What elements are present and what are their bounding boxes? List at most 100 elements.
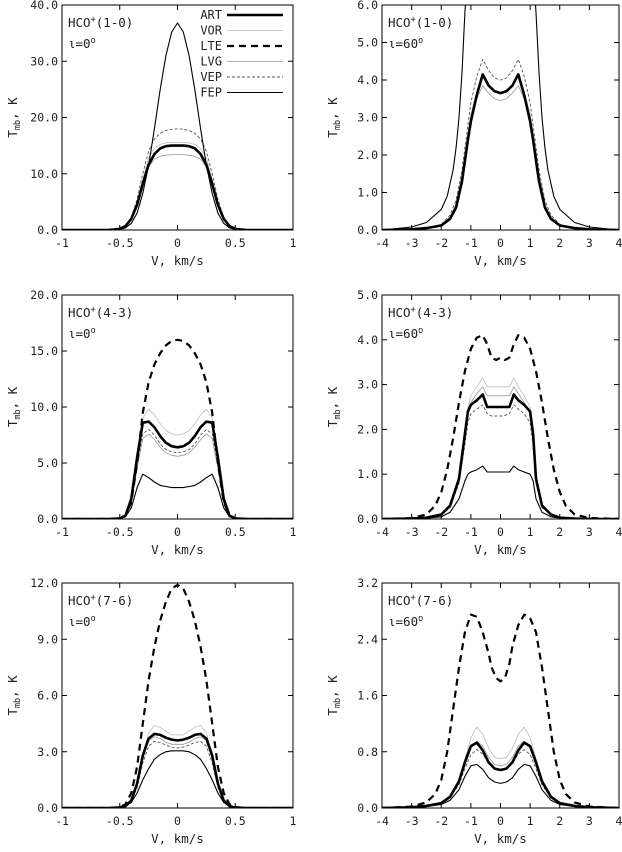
series-fep bbox=[62, 473, 293, 519]
series-vep bbox=[62, 128, 293, 230]
series-vor bbox=[382, 726, 619, 808]
series-lte bbox=[62, 583, 293, 808]
x-axis-label: V, km/s bbox=[474, 831, 527, 846]
inclination-annotation: ι=0o bbox=[68, 614, 96, 629]
y-tick-label: 4.0 bbox=[357, 73, 378, 87]
panel-6: -4 -3 -2 -1 0 1 2 3 4 0.0 0.8 1.6 2.4 3.2 V, km/s Tmb, … bbox=[325, 576, 622, 846]
y-tick-label: 5.0 bbox=[37, 456, 58, 470]
x-tick-label: -0.5 bbox=[106, 525, 134, 539]
x-tick-label: -2 bbox=[434, 236, 448, 250]
transition-annotation: HCO+(4-3) bbox=[68, 305, 133, 320]
x-tick-label: -1 bbox=[55, 236, 69, 250]
x-tick-label: -0.5 bbox=[106, 814, 134, 828]
x-tick-label: 0.5 bbox=[225, 525, 246, 539]
x-tick-label: 0.5 bbox=[225, 814, 246, 828]
series-lvg bbox=[62, 736, 293, 808]
y-tick-label: 1.6 bbox=[357, 689, 378, 703]
legend-label-lvg: LVG bbox=[200, 55, 222, 69]
y-tick-label: 0.0 bbox=[37, 801, 58, 815]
series-art bbox=[382, 741, 619, 808]
transition-annotation: HCO+(7-6) bbox=[388, 593, 453, 608]
x-tick-label: 3 bbox=[586, 236, 593, 250]
y-tick-label: 0.0 bbox=[357, 512, 378, 526]
x-axis-label: V, km/s bbox=[474, 253, 527, 268]
series-fep bbox=[62, 22, 293, 230]
x-tick-label: 3 bbox=[586, 814, 593, 828]
y-tick-label: 15.0 bbox=[30, 344, 58, 358]
x-tick-label: 0 bbox=[174, 525, 181, 539]
series-lvg bbox=[382, 740, 619, 808]
x-tick-label: -1 bbox=[55, 814, 69, 828]
y-tick-label: 6.0 bbox=[37, 689, 58, 703]
x-tick-label: -4 bbox=[375, 236, 389, 250]
x-axis-label: V, km/s bbox=[151, 253, 204, 268]
x-tick-label: -4 bbox=[375, 525, 389, 539]
inclination-annotation: ι=60o bbox=[388, 326, 423, 341]
series-lte bbox=[62, 338, 293, 519]
plot-frame bbox=[61, 4, 294, 231]
x-tick-label: 1 bbox=[290, 525, 297, 539]
x-tick-label: 3 bbox=[586, 525, 593, 539]
x-tick-label: 1 bbox=[527, 814, 534, 828]
x-tick-label: -4 bbox=[375, 814, 389, 828]
y-tick-label: 30.0 bbox=[30, 54, 58, 68]
y-tick-label: 1.0 bbox=[357, 186, 378, 200]
x-tick-label: 1 bbox=[527, 236, 534, 250]
x-tick-label: -3 bbox=[405, 525, 419, 539]
x-tick-label: 1 bbox=[527, 525, 534, 539]
series-lvg bbox=[382, 85, 619, 230]
x-tick-label: -2 bbox=[434, 814, 448, 828]
x-tick-label: -1 bbox=[464, 525, 478, 539]
inclination-annotation: ι=60o bbox=[388, 36, 423, 51]
y-axis-label: Tmb, K bbox=[325, 386, 343, 427]
y-tick-label: 1.0 bbox=[357, 467, 378, 481]
y-tick-label: 2.0 bbox=[357, 148, 378, 162]
y-tick-label: 3.0 bbox=[357, 111, 378, 125]
x-axis-label: V, km/s bbox=[474, 542, 527, 557]
series-fep bbox=[382, 5, 619, 230]
y-tick-label: 5.0 bbox=[357, 288, 378, 302]
series-lte bbox=[382, 613, 619, 808]
panel-4: -4 -3 -2 -1 0 1 2 3 4 0.0 1.0 2.0 3.0 4.0 5.0 V, km/s Tm… bbox=[325, 288, 622, 557]
y-tick-label: 0.0 bbox=[357, 223, 378, 237]
series-art bbox=[62, 732, 293, 808]
series-art bbox=[382, 393, 619, 519]
y-axis-label: Tmb, K bbox=[325, 675, 343, 716]
x-tick-label: 2 bbox=[556, 814, 563, 828]
series-vor bbox=[382, 377, 619, 519]
x-tick-label: 0.5 bbox=[225, 236, 246, 250]
y-tick-label: 0.0 bbox=[37, 512, 58, 526]
y-tick-label: 4.0 bbox=[357, 333, 378, 347]
y-tick-label: 40.0 bbox=[30, 0, 58, 12]
transition-annotation: HCO+(4-3) bbox=[388, 305, 453, 320]
x-tick-label: -1 bbox=[55, 525, 69, 539]
series-lvg bbox=[62, 154, 293, 230]
y-tick-label: 3.0 bbox=[357, 378, 378, 392]
transition-annotation: HCO+(1-0) bbox=[68, 15, 133, 30]
x-tick-label: -0.5 bbox=[106, 236, 134, 250]
inclination-annotation: ι=0o bbox=[68, 36, 96, 51]
x-tick-label: 0 bbox=[497, 814, 504, 828]
y-tick-label: 12.0 bbox=[30, 576, 58, 590]
y-tick-label: 3.2 bbox=[357, 576, 378, 590]
series-fep bbox=[382, 465, 619, 519]
series-vep bbox=[382, 749, 619, 808]
series-vor bbox=[62, 141, 293, 230]
x-tick-label: 0 bbox=[174, 814, 181, 828]
x-axis-label: V, km/s bbox=[151, 542, 204, 557]
x-tick-label: 0 bbox=[174, 236, 181, 250]
series-vep bbox=[382, 404, 619, 519]
y-tick-label: 2.4 bbox=[357, 632, 378, 646]
panel-1: -1 -0.5 0 0.5 10.010.020.030.040.0V, km/sTmb… bbox=[5, 0, 297, 268]
y-tick-label: 0.0 bbox=[37, 223, 58, 237]
x-tick-label: 4 bbox=[616, 814, 622, 828]
inclination-annotation: ι=60o bbox=[388, 614, 423, 629]
x-tick-label: 1 bbox=[290, 814, 297, 828]
x-tick-label: -3 bbox=[405, 236, 419, 250]
transition-annotation: HCO+(1-0) bbox=[388, 15, 453, 30]
x-tick-label: 4 bbox=[616, 525, 622, 539]
y-tick-label: 20.0 bbox=[30, 111, 58, 125]
y-tick-label: 20.0 bbox=[30, 288, 58, 302]
